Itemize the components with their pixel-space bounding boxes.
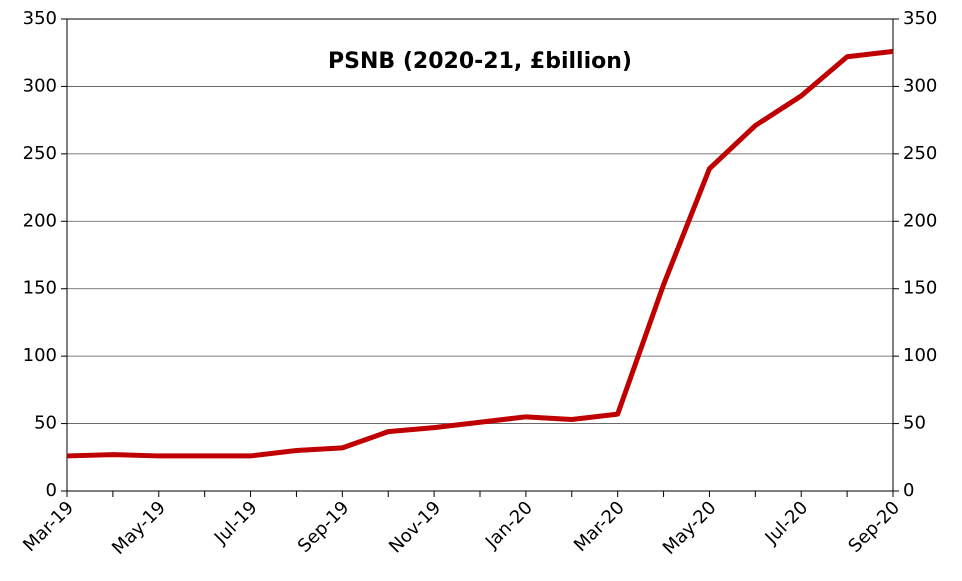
y-tick-label: 200 — [23, 210, 57, 231]
y-tick-label: 0 — [46, 480, 57, 501]
y2-tick-label: 250 — [903, 143, 937, 164]
y-tick-label: 100 — [23, 345, 57, 366]
x-tick-label: Sep-19 — [294, 497, 354, 557]
y2-tick-label: 200 — [903, 210, 937, 231]
x-tick-label: Mar-20 — [570, 497, 629, 556]
x-tick-label: Jan-20 — [481, 497, 537, 553]
x-tick-label: Sep-20 — [844, 497, 904, 557]
y2-tick-label: 50 — [903, 413, 926, 434]
y2-tick-label: 150 — [903, 278, 937, 299]
y-tick-label: 300 — [23, 75, 57, 96]
y2-tick-label: 300 — [903, 75, 937, 96]
y-tick-label: 350 — [23, 8, 57, 29]
y-tick-label: 250 — [23, 143, 57, 164]
y-tick-label: 150 — [23, 278, 57, 299]
y2-tick-label: 100 — [903, 345, 937, 366]
x-tick-label: May-19 — [108, 497, 170, 559]
x-tick-label: May-20 — [659, 497, 721, 559]
x-tick-label: Jul-20 — [761, 497, 813, 549]
y-tick-label: 50 — [34, 413, 57, 434]
y2-tick-label: 0 — [903, 480, 914, 501]
x-tick-label: Jul-19 — [210, 497, 262, 549]
y2-tick-label: 350 — [903, 8, 937, 29]
series-line — [66, 48, 894, 459]
x-tick-label: Mar-19 — [19, 497, 78, 556]
chart-title: PSNB (2020-21, £billion) — [328, 49, 632, 74]
x-tick-label: Nov-19 — [385, 497, 445, 557]
